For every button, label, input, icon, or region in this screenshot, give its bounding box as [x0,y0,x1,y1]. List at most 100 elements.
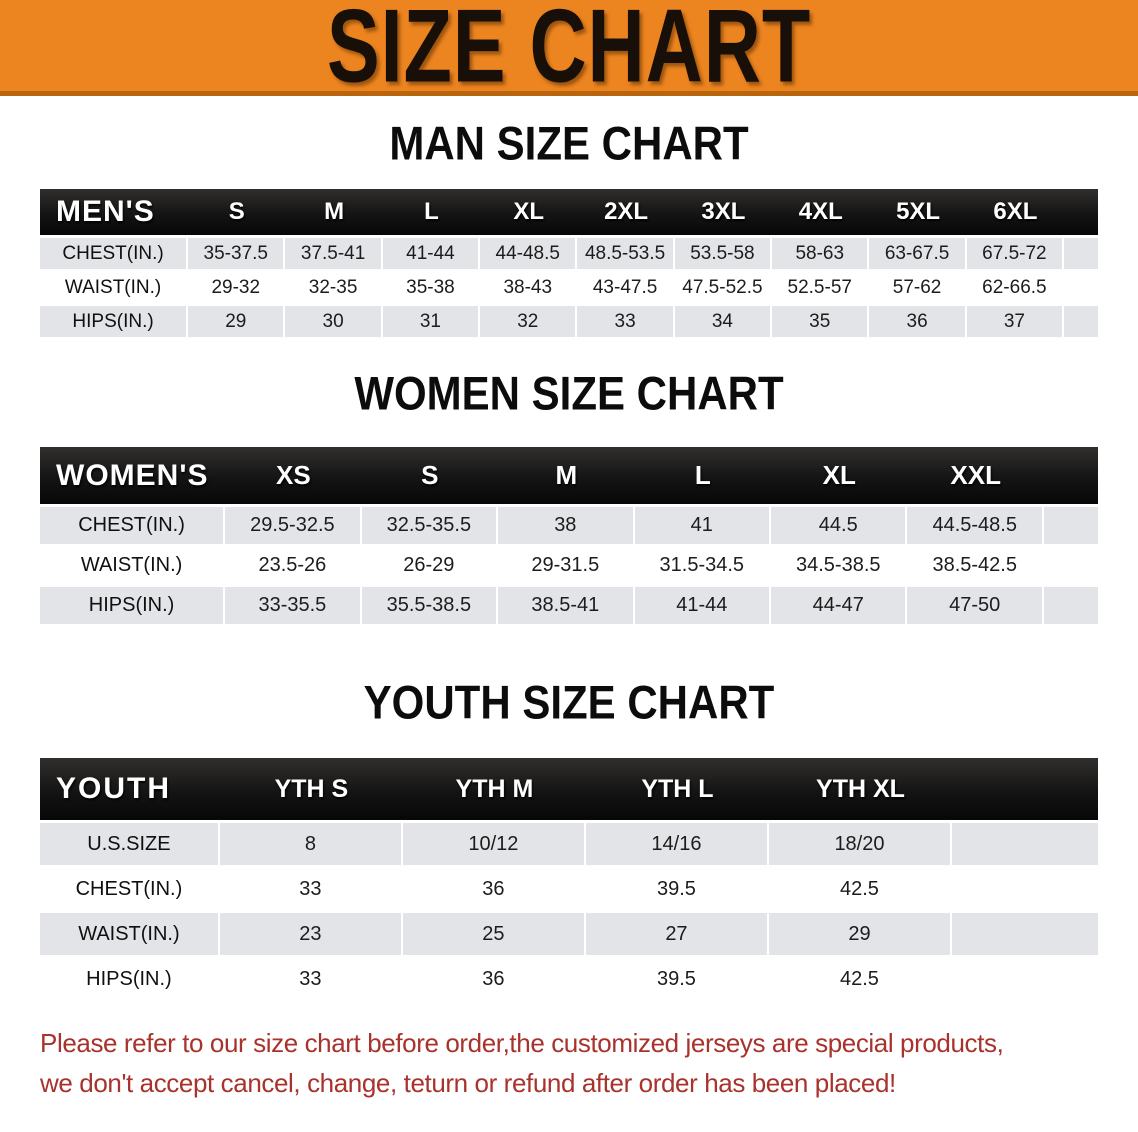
header-row: YOUTH YTH S YTH M YTH L YTH XL [40,758,1098,820]
table-row: WAIST(IN.) 29-32 32-35 35-38 38-43 43-47.5 47.… [40,272,1098,303]
table-cell: 31.5-34.5 [634,547,772,584]
section-men-sizes: MAN SIZE CHART MEN'S S M L XL 2XL 3XL 4XL 5XL 6XL… [0,117,1138,340]
table-corner-header: YOUTH [40,758,220,820]
table-cell: 44.5 [771,507,908,544]
filler-cell [1043,587,1098,624]
size-table: MEN'S S M L XL 2XL 3XL 4XL 5XL 6XL CHEST(IN.) 35-37… [40,186,1098,340]
column-header: M [498,447,635,504]
filler-cell [951,913,1098,955]
column-header: L [634,447,772,504]
table-cell: 58-63 [772,238,870,269]
row-label: WAIST(IN.) [40,272,189,303]
column-header: 2XL [577,189,675,235]
table-cell: 32 [480,306,578,337]
column-header: XL [771,447,908,504]
table-cell: 36 [869,306,967,337]
row-label: U.S.SIZE [40,823,220,865]
table-row: HIPS(IN.) 33 36 39.5 42.5 [40,958,1098,1000]
row-label: CHEST(IN.) [40,507,226,544]
men-section-title: MAN SIZE CHART [389,117,749,170]
men-size-table: MEN'S S M L XL 2XL 3XL 4XL 5XL 6XL CHEST(IN.) 35-37… [40,186,1098,340]
table-cell: 35.5-38.5 [361,587,499,624]
row-label: CHEST(IN.) [40,868,220,910]
column-header: YTH XL [768,758,952,820]
table-cell: 41-44 [634,587,772,624]
disclaimer-line-2: we don't accept cancel, change, teturn o… [40,1068,896,1098]
table-cell: 43-47.5 [577,272,675,303]
row-label: WAIST(IN.) [40,547,226,584]
table-cell: 48.5-53.5 [577,238,675,269]
column-header: YTH M [402,758,586,820]
table-row: CHEST(IN.) 35-37.5 37.5-41 41-44 44-48.5 48.5… [40,238,1098,269]
filler-cell [1043,447,1098,504]
column-header: L [382,189,481,235]
table-cell: 38.5-42.5 [907,547,1044,584]
column-header: 6XL [966,189,1065,235]
table-cell: 32.5-35.5 [361,507,499,544]
table-cell: 41-44 [382,238,481,269]
banner-title: SIZE CHART [326,0,812,104]
table-cell: 67.5-72 [966,238,1065,269]
table-cell: 29 [188,306,286,337]
table-corner-header: MEN'S [40,189,189,235]
filler-cell [1064,272,1098,303]
table-cell: 31 [382,306,481,337]
table-cell: 42.5 [768,868,952,910]
row-label: WAIST(IN.) [40,913,220,955]
table-cell: 62-66.5 [966,272,1065,303]
section-women-sizes: WOMEN SIZE CHART WOMEN'S XS S M L XL XXL CHEST(… [0,367,1138,627]
filler-cell [1064,306,1098,337]
table-cell: 33 [219,868,403,910]
size-table: YOUTH YTH S YTH M YTH L YTH XL U.S.SIZE 8 10/12… [40,755,1098,1003]
column-header: YTH L [585,758,769,820]
column-header: S [188,189,286,235]
table-cell: 25 [402,913,586,955]
table-row: CHEST(IN.) 33 36 39.5 42.5 [40,868,1098,910]
table-row: WAIST(IN.) 23 25 27 29 [40,913,1098,955]
women-section-title: WOMEN SIZE CHART [354,367,784,420]
filler-cell [951,758,1098,820]
table-cell: 39.5 [585,958,769,1000]
table-row: HIPS(IN.) 33-35.5 35.5-38.5 38.5-41 41-44 44-… [40,587,1098,624]
table-cell: 29.5-32.5 [225,507,362,544]
filler-cell [1064,238,1098,269]
column-header: 4XL [772,189,870,235]
youth-section-title: YOUTH SIZE CHART [363,676,775,729]
table-cell: 42.5 [768,958,952,1000]
table-cell: 33 [577,306,675,337]
table-cell: 41 [634,507,772,544]
disclaimer: Please refer to our size chart before or… [40,1023,1138,1103]
table-cell: 52.5-57 [772,272,870,303]
filler-cell [1064,189,1098,235]
column-header: XXL [907,447,1044,504]
filler-cell [1043,507,1098,544]
size-table: WOMEN'S XS S M L XL XXL CHEST(IN.) 29.5-32.5 32.5… [40,444,1098,627]
table-cell: 27 [585,913,769,955]
table-cell: 29 [768,913,952,955]
table-cell: 35 [772,306,870,337]
table-cell: 23.5-26 [225,547,362,584]
table-cell: 23 [219,913,403,955]
table-cell: 44.5-48.5 [907,507,1044,544]
column-header: M [285,189,383,235]
column-header: YTH S [219,758,403,820]
table-cell: 38.5-41 [498,587,635,624]
banner: SIZE CHART [0,0,1138,103]
table-cell: 36 [402,958,586,1000]
table-cell: 39.5 [585,868,769,910]
table-cell: 32-35 [285,272,383,303]
row-label: HIPS(IN.) [40,587,226,624]
filler-cell [951,823,1098,865]
column-header: 3XL [674,189,773,235]
disclaimer-line-1: Please refer to our size chart before or… [40,1028,1004,1058]
table-cell: 8 [219,823,403,865]
row-label: HIPS(IN.) [40,306,189,337]
table-cell: 29-31.5 [498,547,635,584]
table-row: U.S.SIZE 8 10/12 14/16 18/20 [40,823,1098,865]
table-cell: 37 [966,306,1065,337]
table-row: CHEST(IN.) 29.5-32.5 32.5-35.5 38 41 44.5 44.5… [40,507,1098,544]
table-cell: 36 [402,868,586,910]
table-cell: 53.5-58 [674,238,773,269]
section-youth-sizes: YOUTH SIZE CHART YOUTH YTH S YTH M YTH L YTH… [0,676,1138,1003]
